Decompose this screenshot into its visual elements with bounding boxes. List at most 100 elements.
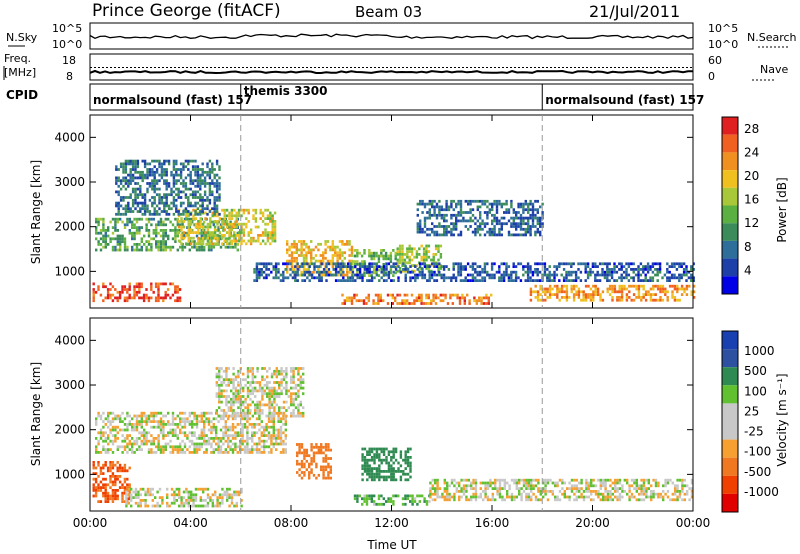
- power-cell: [394, 262, 398, 266]
- power-cell: [435, 202, 439, 206]
- velocity-cell: [402, 472, 405, 476]
- power-cell: [117, 207, 120, 211]
- y-tick-label: 2000: [54, 220, 85, 234]
- velocity-cell: [513, 498, 516, 502]
- velocity-cell: [167, 442, 170, 446]
- power-cell: [459, 279, 463, 282]
- velocity-cell: [549, 478, 552, 482]
- power-cell: [201, 173, 204, 177]
- velocity-cell: [404, 502, 407, 506]
- power-cell: [534, 270, 537, 274]
- power-cell: [428, 216, 431, 220]
- power-cell: [541, 287, 545, 291]
- velocity-cell: [467, 498, 470, 502]
- velocity-cell: [246, 442, 249, 446]
- velocity-cell: [489, 481, 492, 485]
- power-cell: [330, 273, 333, 277]
- power-cell: [167, 207, 171, 211]
- velocity-cell: [370, 467, 374, 470]
- power-cell: [242, 211, 246, 215]
- power-cell: [209, 217, 212, 220]
- power-cell: [342, 279, 345, 282]
- power-cell: [199, 187, 202, 191]
- power-colorbar-segment: [722, 117, 738, 135]
- velocity-cell: [618, 495, 622, 499]
- velocity-cell: [676, 478, 679, 482]
- velocity-cell: [130, 487, 133, 491]
- velocity-cell: [123, 437, 127, 440]
- power-cell: [99, 231, 103, 235]
- power-cell: [290, 242, 294, 246]
- velocity-cell: [126, 483, 129, 487]
- velocity-cell: [95, 451, 98, 454]
- velocity-cell: [594, 484, 598, 488]
- power-cell: [329, 248, 332, 252]
- power-cell: [534, 290, 537, 294]
- power-cell: [649, 268, 652, 271]
- power-cell: [536, 293, 540, 296]
- velocity-cell: [255, 445, 259, 449]
- power-cell: [165, 184, 168, 188]
- power-cell: [666, 262, 669, 266]
- power-cell: [594, 273, 597, 277]
- velocity-cell: [251, 437, 254, 440]
- power-cell: [637, 265, 640, 268]
- velocity-cell: [183, 442, 187, 446]
- velocity-cell: [138, 420, 141, 423]
- power-cell: [486, 273, 489, 277]
- velocity-cell: [361, 447, 364, 451]
- power-cell: [213, 220, 217, 223]
- velocity-cell: [284, 448, 287, 451]
- velocity-cell: [183, 445, 187, 449]
- power-cell: [524, 199, 527, 203]
- power-cell: [148, 162, 152, 166]
- velocity-cell: [573, 484, 576, 488]
- velocity-cell: [604, 487, 607, 490]
- velocity-cell: [157, 437, 160, 440]
- power-cell: [265, 273, 268, 277]
- velocity-cell: [530, 478, 533, 482]
- power-cell: [459, 202, 463, 206]
- velocity-cell: [587, 490, 590, 493]
- power-cell: [163, 179, 166, 183]
- power-cell: [322, 273, 325, 277]
- velocity-cell: [166, 487, 169, 491]
- power-cell: [176, 288, 179, 291]
- velocity-cell: [542, 478, 545, 482]
- velocity-cell: [397, 494, 400, 498]
- power-cell: [135, 220, 139, 224]
- power-cell: [404, 276, 407, 280]
- velocity-cell: [258, 439, 261, 443]
- power-cell: [613, 268, 616, 271]
- power-cell: [127, 184, 130, 188]
- power-cell: [579, 262, 583, 266]
- velocity-cell: [253, 425, 256, 429]
- power-cell: [486, 222, 489, 226]
- power-cell: [503, 202, 506, 206]
- velocity-cell: [308, 476, 311, 480]
- power-cell: [215, 198, 219, 202]
- power-cell: [322, 259, 325, 263]
- power-cell: [586, 262, 590, 266]
- power-cell: [234, 245, 237, 249]
- power-cell: [208, 176, 212, 180]
- velocity-cell: [104, 437, 107, 440]
- power-cell: [425, 255, 428, 259]
- power-cell: [164, 223, 167, 227]
- velocity-cell: [203, 414, 206, 418]
- power-cell: [433, 265, 436, 268]
- power-cell: [218, 187, 221, 191]
- velocity-cell: [116, 417, 119, 421]
- power-cell: [179, 170, 183, 174]
- velocity-cell: [674, 492, 677, 496]
- power-cell: [553, 270, 556, 274]
- power-cell: [174, 231, 177, 235]
- power-cell: [685, 273, 688, 277]
- power-cell: [467, 219, 470, 223]
- power-cell: [439, 253, 443, 256]
- power-cell: [394, 268, 398, 271]
- velocity-cell: [284, 428, 287, 432]
- power-cell: [338, 248, 342, 252]
- power-cell: [189, 204, 192, 208]
- power-cell: [396, 269, 399, 273]
